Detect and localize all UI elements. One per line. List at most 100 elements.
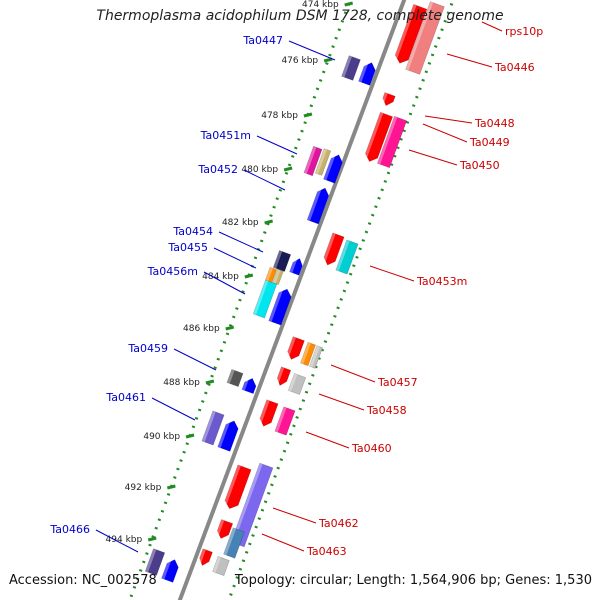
gene-ta0458-block[interactable] xyxy=(287,373,307,395)
gene-label-left[interactable]: Ta0461 xyxy=(105,391,146,404)
scale-tick-label: 490 kbp xyxy=(143,432,180,442)
gene-label-left[interactable]: Ta0454 xyxy=(172,225,213,238)
gene-label-right[interactable]: Ta0463 xyxy=(306,545,347,558)
gene-blue-arrow[interactable] xyxy=(358,60,378,86)
gene-ta0450-block[interactable] xyxy=(376,115,408,169)
gene-label-right[interactable]: Ta0457 xyxy=(377,376,418,389)
scale-tick xyxy=(147,536,157,542)
scale-tick xyxy=(244,273,254,279)
label-leader-line xyxy=(369,265,415,282)
gene-ta0456m-block[interactable] xyxy=(252,279,278,319)
gene-label-left[interactable]: Ta0466 xyxy=(49,523,90,536)
gene-ta0462-block[interactable] xyxy=(230,462,274,548)
gene-label-right[interactable]: rps10p xyxy=(505,25,543,38)
gene-blue-arrow[interactable] xyxy=(323,152,345,184)
scale-tick-label: 480 kbp xyxy=(241,165,278,175)
genome-backbone xyxy=(177,0,407,600)
label-leader-line xyxy=(330,364,376,383)
label-leader-line xyxy=(213,247,257,269)
scale-tick-label: 488 kbp xyxy=(163,378,200,388)
label-leader-line xyxy=(305,431,350,449)
scale-tick-label: 494 kbp xyxy=(106,535,143,545)
label-leader-line xyxy=(243,169,286,191)
gene-ta0459-block[interactable] xyxy=(226,368,244,388)
gene-label-left[interactable]: Ta0456m xyxy=(147,265,198,278)
gene-blue-arrow[interactable] xyxy=(161,557,181,583)
scale-tick xyxy=(205,379,215,385)
scale-tick-label: 474 kbp xyxy=(302,0,339,10)
outer-right-dotted-track xyxy=(227,0,455,600)
label-leader-line xyxy=(272,507,317,524)
gene-label-left[interactable]: Ta0452 xyxy=(197,163,238,176)
gene-ta0460-block[interactable] xyxy=(274,406,296,436)
gene-label-right[interactable]: Ta0449 xyxy=(469,136,510,149)
scale-tick-label: 478 kbp xyxy=(261,111,298,121)
scale-tick xyxy=(303,112,313,118)
gene-labels: Ta0447 Ta0451m Ta0452 Ta0454 Ta0455 Ta0456m Ta… xyxy=(49,21,543,558)
scale-tick xyxy=(283,166,293,172)
gene-blue-arrow[interactable] xyxy=(241,376,258,395)
gene-red-arrow[interactable] xyxy=(321,232,345,267)
label-leader-line xyxy=(95,529,139,553)
gene-label-right[interactable]: Ta0450 xyxy=(459,159,500,172)
gene-ta0457-block[interactable] xyxy=(300,341,316,367)
gene-red-arrow[interactable] xyxy=(380,92,396,107)
gene-red-arrow[interactable] xyxy=(197,548,213,567)
gene-ta0461-block[interactable] xyxy=(201,410,225,446)
scale-tick xyxy=(264,219,274,225)
gene-rps10p-arrow[interactable] xyxy=(393,4,428,65)
gene-label-left[interactable]: Ta0447 xyxy=(242,34,283,47)
gene-label-right[interactable]: Ta0460 xyxy=(351,442,392,455)
gene-ta0446-block[interactable] xyxy=(405,1,445,75)
gene-blue-arrow[interactable] xyxy=(268,286,294,326)
gene-red-arrow[interactable] xyxy=(215,519,234,540)
gene-ta0447-block[interactable] xyxy=(341,55,361,81)
gene-label-right[interactable]: Ta0462 xyxy=(318,517,359,530)
label-leader-line xyxy=(261,533,305,552)
gene-ta0463-block[interactable] xyxy=(223,527,245,559)
gene-ta0451m-block[interactable] xyxy=(303,145,323,177)
gene-gray-block[interactable] xyxy=(212,556,230,576)
label-leader-line xyxy=(173,348,217,371)
gene-blue-arrow[interactable] xyxy=(289,256,305,276)
label-leader-line xyxy=(288,40,336,61)
gene-red-arrow[interactable] xyxy=(257,399,279,429)
gene-ta0448-arrow[interactable] xyxy=(363,111,394,163)
gene-label-right[interactable]: Ta0448 xyxy=(474,117,515,130)
gene-red-arrow[interactable] xyxy=(222,464,252,511)
gene-ta0453m-block[interactable] xyxy=(335,239,359,275)
gene-red-arrow[interactable] xyxy=(275,366,292,387)
label-leader-line xyxy=(256,135,298,155)
label-leader-line xyxy=(422,123,468,143)
gene-label-right[interactable]: Ta0453m xyxy=(416,275,467,288)
gene-tan-block[interactable] xyxy=(272,269,284,285)
gene-gray-block[interactable] xyxy=(309,345,323,369)
gene-label-left[interactable]: Ta0459 xyxy=(127,342,168,355)
label-leader-line xyxy=(446,53,493,68)
gene-ta0454-block[interactable] xyxy=(272,250,292,272)
gene-label-right[interactable]: Ta0458 xyxy=(366,404,407,417)
gene-label-left[interactable]: Ta0455 xyxy=(167,241,208,254)
label-leader-line xyxy=(218,231,264,253)
label-leader-line xyxy=(424,115,473,124)
gene-label-left[interactable]: Ta0451m xyxy=(200,129,251,142)
label-leader-line xyxy=(481,21,503,32)
gene-ta0452-arrow[interactable] xyxy=(306,186,331,225)
scale-tick-label: 484 kbp xyxy=(202,272,239,282)
genome-summary-text: Topology: circular; Length: 1,564,906 bp… xyxy=(234,573,592,588)
scale-tick xyxy=(166,484,176,490)
gene-red-arrow[interactable] xyxy=(285,336,305,362)
scale-tick xyxy=(344,1,354,7)
scale-tick-label: 486 kbp xyxy=(183,324,220,334)
gene-yellow-block[interactable] xyxy=(314,148,332,176)
label-leader-line xyxy=(408,149,458,166)
scale-tick xyxy=(185,433,195,439)
gene-label-right[interactable]: Ta0446 xyxy=(494,61,535,74)
gene-blue-arrow[interactable] xyxy=(217,418,240,452)
scale-tick xyxy=(323,57,333,63)
map-title: Thermoplasma acidophilum DSM 1728, compl… xyxy=(96,8,504,24)
gene-ta0466-block[interactable] xyxy=(144,548,166,576)
label-leader-line xyxy=(203,271,246,295)
